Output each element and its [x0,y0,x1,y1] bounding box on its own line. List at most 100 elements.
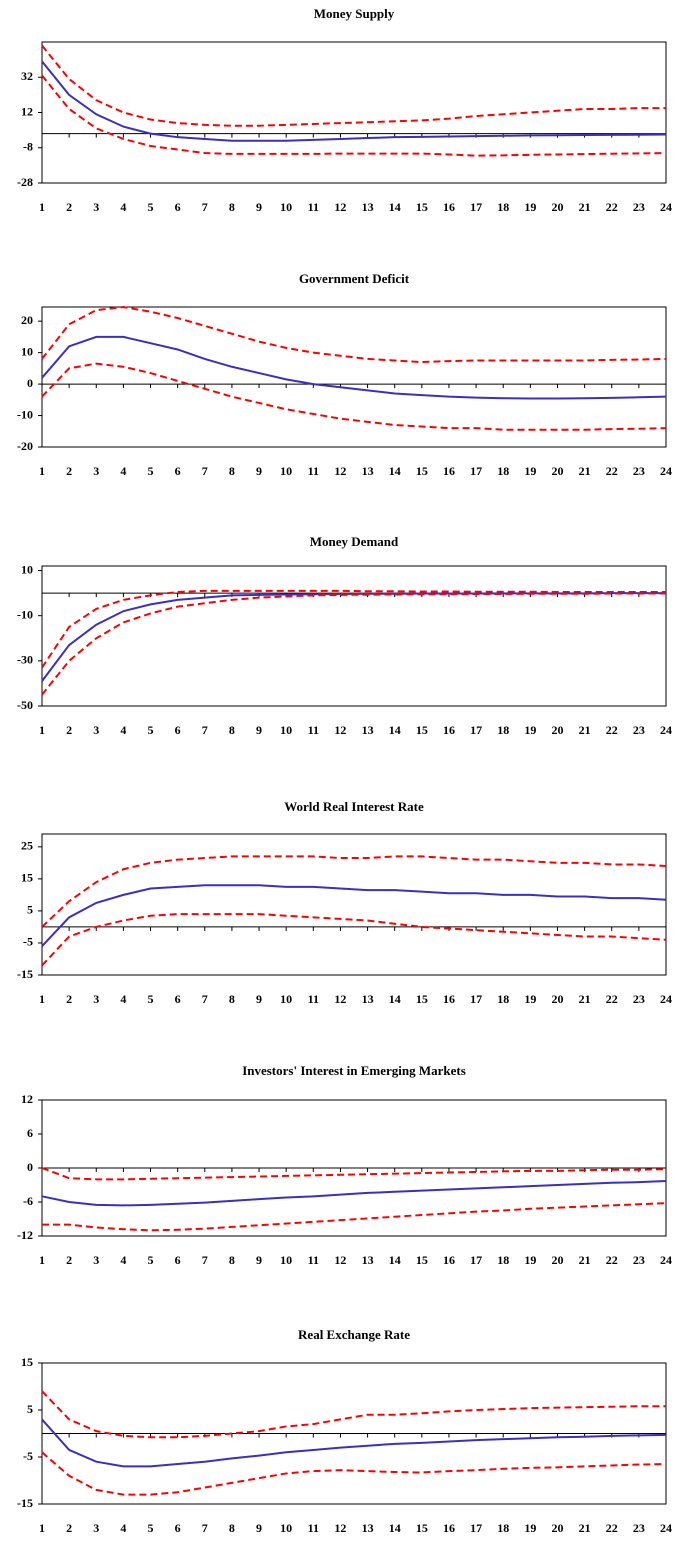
x-tick-label: 9 [256,200,262,214]
x-tick-label: 5 [148,1521,154,1535]
x-tick-label: 22 [606,200,618,214]
x-tick-label: 3 [93,992,99,1006]
series-line [41,884,667,947]
x-tick-label: 11 [308,1253,319,1267]
x-tick-label: 16 [443,1253,455,1267]
x-tick-label: 2 [66,723,72,737]
x-tick-label: 21 [579,723,591,737]
x-tick-label: 12 [334,723,346,737]
chart-title: World Real Interest Rate [284,799,424,814]
x-tick-label: 19 [524,1521,536,1535]
x-tick-label: 12 [334,200,346,214]
x-tick-label: 20 [551,200,563,214]
x-tick-label: 14 [389,992,401,1006]
x-tick-label: 7 [202,1521,208,1535]
series-line [41,855,667,928]
x-tick-label: 20 [551,464,563,478]
x-tick-label: 23 [633,200,645,214]
x-tick-label: 8 [229,1521,235,1535]
x-tick-label: 18 [497,1521,509,1535]
series-line [41,362,667,431]
x-tick-label: 10 [280,464,292,478]
x-tick-label: 19 [524,464,536,478]
y-tick-label: 20 [21,313,33,327]
x-tick-label: 21 [579,992,591,1006]
x-tick-label: 8 [229,992,235,1006]
x-tick-label: 2 [66,992,72,1006]
plot-frame [41,306,667,448]
x-tick-label: 3 [93,1253,99,1267]
x-tick-label: 8 [229,1253,235,1267]
y-tick-label: 0 [27,1160,33,1174]
x-tick-label: 17 [470,200,482,214]
y-tick-label: 5 [27,1402,33,1416]
x-tick-label: 3 [93,200,99,214]
x-tick-label: 16 [443,1521,455,1535]
x-tick-label: 3 [93,464,99,478]
x-tick-label: 22 [606,1521,618,1535]
x-tick-label: 13 [362,1521,374,1535]
x-tick-label: 21 [579,200,591,214]
x-tick-label: 9 [256,464,262,478]
x-tick-label: 12 [334,1253,346,1267]
series-line [41,1390,666,1439]
x-tick-label: 18 [497,464,509,478]
x-tick-label: 7 [202,1253,208,1267]
x-tick-label: 21 [579,1521,591,1535]
x-tick-label: 17 [470,464,482,478]
x-tick-label: 21 [579,1253,591,1267]
x-tick-label: 15 [416,464,428,478]
x-tick-label: 24 [660,1253,672,1267]
x-tick-label: 1 [39,1253,45,1267]
x-tick-label: 23 [633,723,645,737]
series-line [41,592,666,696]
y-tick-label: 12 [21,104,33,118]
chart-title: Money Demand [310,534,399,549]
x-tick-label: 15 [416,992,428,1006]
y-tick-label: -10 [17,607,33,621]
x-tick-label: 11 [308,200,319,214]
x-tick-label: 4 [120,1253,126,1267]
x-tick-label: 16 [443,992,455,1006]
x-tick-label: 22 [606,992,618,1006]
x-tick-label: 1 [39,464,45,478]
x-tick-label: 6 [175,1521,181,1535]
x-tick-label: 7 [202,464,208,478]
series-line [41,592,666,682]
y-tick-label: -30 [17,653,33,667]
x-tick-label: 5 [148,992,154,1006]
x-tick-label: 17 [470,992,482,1006]
x-tick-label: 19 [524,1253,536,1267]
series-line [41,44,666,127]
plot-frame [41,565,667,707]
x-tick-label: 9 [256,1521,262,1535]
x-tick-label: 3 [93,723,99,737]
x-tick-label: 19 [524,723,536,737]
series-line [41,1167,667,1181]
x-tick-label: 10 [280,200,292,214]
x-tick-label: 21 [579,464,591,478]
chart-title: Real Exchange Rate [298,1327,410,1342]
x-tick-label: 17 [470,1253,482,1267]
x-tick-label: 10 [280,1253,292,1267]
x-tick-label: 7 [202,723,208,737]
y-tick-label: -12 [17,1228,33,1242]
x-tick-label: 2 [66,200,72,214]
x-tick-label: 4 [120,1521,126,1535]
y-tick-label: 15 [21,871,33,885]
x-tick-label: 17 [470,1521,482,1535]
x-tick-label: 5 [148,200,154,214]
x-tick-label: 6 [175,464,181,478]
chart: Investors' Interest in Emerging Markets -… [17,1063,672,1267]
x-tick-label: 2 [66,1521,72,1535]
x-tick-label: 23 [633,1521,645,1535]
x-tick-label: 10 [280,1521,292,1535]
x-tick-label: 1 [39,723,45,737]
x-tick-label: 24 [660,1521,672,1535]
y-tick-label: 6 [27,1126,33,1140]
y-tick-label: 0 [27,376,33,390]
y-tick-label: -5 [23,1449,33,1463]
